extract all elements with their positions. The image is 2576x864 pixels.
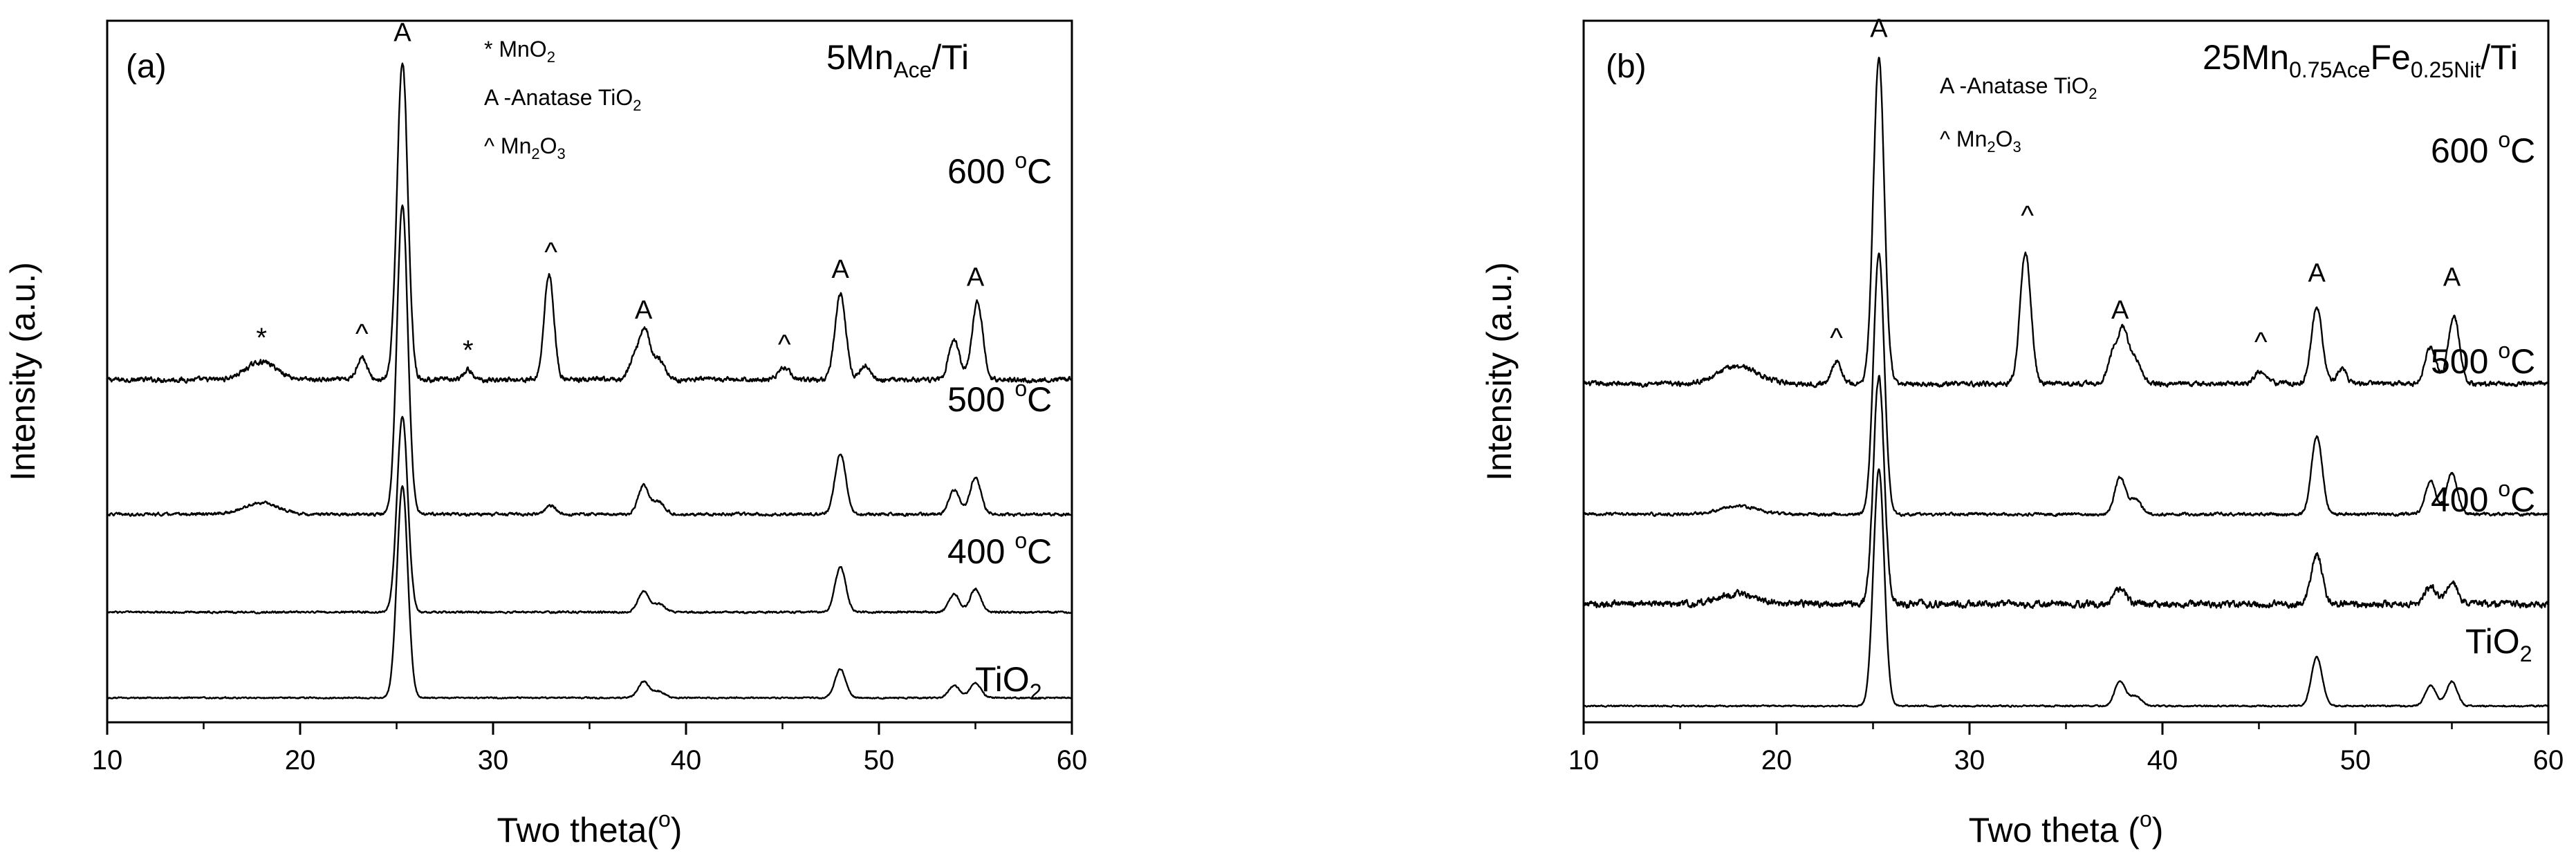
plot-frame bbox=[106, 19, 1073, 724]
peak-annotation: A bbox=[2443, 263, 2461, 292]
series-label: 600 oC bbox=[2431, 127, 2535, 170]
peak-annotation: ^ bbox=[2021, 200, 2034, 231]
x-tick-label: 30 bbox=[1954, 745, 1985, 776]
x-tick-label: 60 bbox=[1057, 745, 1088, 776]
x-tick-label: 50 bbox=[2340, 745, 2371, 776]
series-label: 500 oC bbox=[947, 376, 1052, 419]
series-line-0 bbox=[1582, 57, 2550, 388]
series-line-3 bbox=[1583, 468, 2549, 708]
panel-label: (b) bbox=[1606, 48, 1647, 85]
x-tick-label: 60 bbox=[2533, 745, 2564, 776]
peak-annotation: ^ bbox=[355, 319, 369, 349]
peak-annotation: A bbox=[635, 296, 653, 325]
series-line-3 bbox=[106, 485, 1073, 700]
peak-annotation: * bbox=[463, 335, 474, 366]
x-tick-label: 30 bbox=[478, 745, 509, 776]
plot-frame bbox=[1582, 19, 2550, 724]
x-tick-label: 20 bbox=[285, 745, 316, 776]
legend-mn2o3: ^ Mn2O3 bbox=[484, 133, 566, 162]
peak-annotation: A bbox=[2111, 296, 2129, 325]
series-line-2 bbox=[1582, 375, 2550, 610]
chart-panel-b: 10 20 30 40 50 60 Two theta (o) Intensity (a.u.… bbox=[1480, 15, 2564, 849]
peak-annotation: ^ bbox=[1830, 323, 1843, 353]
peak-annotation: A bbox=[393, 19, 411, 48]
x-tick-label: 10 bbox=[1568, 745, 1600, 776]
y-axis-label: Intensity (a.u.) bbox=[3, 262, 42, 481]
series-label: 600 oC bbox=[947, 148, 1052, 191]
legend-mno2: * MnO2 bbox=[484, 37, 555, 66]
series-line-2 bbox=[106, 415, 1073, 614]
x-tick-label: 50 bbox=[864, 745, 895, 776]
peak-annotation: A bbox=[2308, 259, 2326, 288]
x-axis-label: Two theta(o) bbox=[497, 807, 683, 849]
y-axis-label: Intensity (a.u.) bbox=[1480, 262, 1519, 481]
peak-annotation: ^ bbox=[544, 237, 557, 267]
legend-anatase: A -Anatase TiO2 bbox=[1940, 73, 2097, 102]
series-label: TiO2 bbox=[975, 660, 1041, 704]
sample-title: 25Mn0.75AceFe0.25Nit/Ti bbox=[2203, 38, 2518, 82]
series-line-1 bbox=[1582, 252, 2550, 517]
x-tick-label: 40 bbox=[671, 745, 702, 776]
series-label: 500 oC bbox=[2431, 338, 2535, 381]
panel-label: (a) bbox=[126, 48, 167, 85]
peak-annotation: A bbox=[1870, 15, 1888, 44]
sample-title: 5MnAce/Ti bbox=[826, 38, 969, 82]
x-tick-label: 10 bbox=[92, 745, 123, 776]
legend-anatase: A -Anatase TiO2 bbox=[484, 85, 641, 114]
peak-annotation: A bbox=[832, 255, 850, 284]
series-label: 400 oC bbox=[2431, 476, 2535, 519]
series-line-1 bbox=[106, 204, 1073, 517]
chart-panel-a: 10 20 30 40 50 60 Two theta(o) Intensity (a.u.)… bbox=[3, 19, 1087, 849]
series-label: TiO2 bbox=[2465, 622, 2532, 666]
x-tick-label: 20 bbox=[1761, 745, 1792, 776]
x-axis-label: Two theta (o) bbox=[1969, 807, 2164, 849]
peak-annotation: * bbox=[256, 323, 267, 353]
peak-annotation: ^ bbox=[778, 330, 791, 360]
x-tick-label: 40 bbox=[2147, 745, 2178, 776]
peak-annotation: A bbox=[967, 263, 985, 292]
series-label: 400 oC bbox=[947, 528, 1052, 571]
legend-mn2o3: ^ Mn2O3 bbox=[1940, 126, 2021, 156]
series-line-0 bbox=[106, 62, 1073, 384]
peak-annotation: ^ bbox=[2254, 327, 2268, 357]
